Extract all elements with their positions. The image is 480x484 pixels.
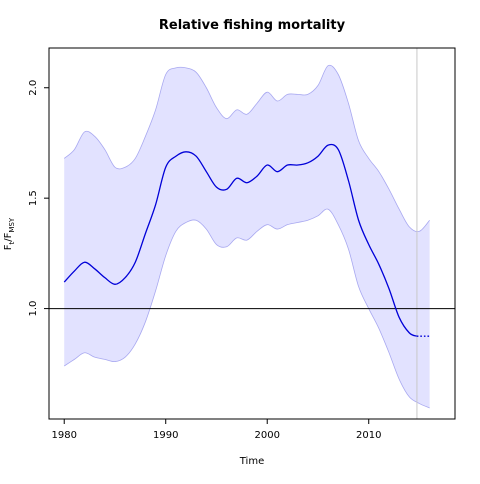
- x-tick-label-2010: 2010: [356, 430, 381, 441]
- confidence-band-upper-edge: [63, 64, 430, 232]
- y-label-main: F: [3, 244, 14, 250]
- x-tick-label-1990: 1990: [153, 430, 178, 441]
- confidence-band: [64, 65, 430, 408]
- y-axis-label: Ft/FMSY: [3, 217, 16, 250]
- x-tick-label-2000: 2000: [254, 430, 279, 441]
- y-tick-label-2: 2.0: [28, 80, 39, 96]
- estimate-line: [63, 143, 418, 337]
- y-label-separator: /F: [3, 232, 14, 241]
- plot-area: 1980 1990 2000 2010 1.0 1.5 2.0: [28, 47, 456, 441]
- x-axis-label: Time: [239, 456, 264, 467]
- chart-title: Relative fishing mortality: [159, 18, 346, 33]
- x-tick-label-1980: 1980: [51, 430, 76, 441]
- y-label-subscript-t: t: [8, 241, 16, 244]
- plot-frame: [48, 47, 456, 420]
- y-tick-label-1: 1.0: [28, 301, 39, 317]
- y-tick-label-1.5: 1.5: [28, 190, 39, 206]
- y-label-subscript-msy: MSY: [8, 217, 16, 232]
